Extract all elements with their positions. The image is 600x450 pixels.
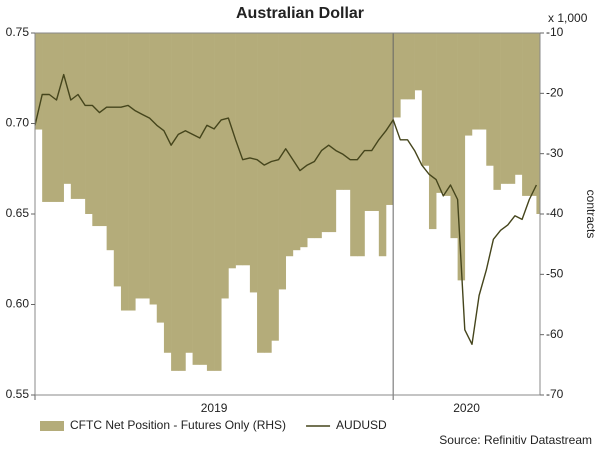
position-bar xyxy=(450,33,458,239)
y-tick-label: 0.75 xyxy=(6,25,30,39)
position-bar xyxy=(486,33,494,166)
y2-tick-label: -30 xyxy=(546,146,564,160)
y2-tick-label: -60 xyxy=(546,327,564,341)
position-bar xyxy=(421,33,430,166)
position-bar xyxy=(428,33,437,230)
position-bar xyxy=(500,33,509,184)
position-bar xyxy=(149,33,158,305)
position-bar xyxy=(278,33,287,290)
y2-tick-label: -10 xyxy=(546,25,564,39)
position-bar xyxy=(257,33,265,353)
position-bar xyxy=(464,33,473,136)
position-bar xyxy=(493,33,501,190)
position-bar xyxy=(171,33,179,371)
position-bar xyxy=(471,33,480,130)
position-bar xyxy=(128,33,136,311)
position-bar xyxy=(135,33,143,299)
position-bar xyxy=(307,33,315,239)
y-tick-label: 0.70 xyxy=(6,116,30,130)
position-bar xyxy=(49,33,57,202)
position-bar xyxy=(378,33,387,257)
position-bar xyxy=(192,33,201,365)
legend-label: CFTC Net Position - Futures Only (RHS) xyxy=(70,418,286,432)
position-bar xyxy=(414,33,423,91)
position-bar xyxy=(400,33,408,100)
position-bar xyxy=(529,33,537,196)
position-bar xyxy=(206,33,215,371)
position-bar xyxy=(436,33,444,193)
position-bar xyxy=(507,33,516,184)
position-bar xyxy=(292,33,301,251)
y-tick-label: 0.55 xyxy=(6,387,30,401)
position-bar xyxy=(371,33,380,211)
position-bar xyxy=(364,33,372,211)
y-tick-label: 0.65 xyxy=(6,206,30,220)
position-bar xyxy=(163,33,172,353)
y2-axis-label: contracts xyxy=(584,190,598,239)
position-bar xyxy=(85,33,93,214)
position-bar xyxy=(214,33,222,371)
position-bar xyxy=(199,33,208,365)
position-bar xyxy=(385,33,394,205)
y2-tick-label: -40 xyxy=(546,206,564,220)
y2-tick-label: -20 xyxy=(546,86,564,100)
position-bar xyxy=(249,33,258,293)
position-bar xyxy=(142,33,150,299)
position-bar xyxy=(42,33,50,202)
position-bar xyxy=(77,33,86,199)
position-bar xyxy=(328,33,337,233)
position-bar xyxy=(393,33,401,118)
position-bar xyxy=(357,33,365,257)
position-bar xyxy=(407,33,415,100)
position-bar xyxy=(514,33,523,175)
position-bar xyxy=(120,33,129,311)
position-bar xyxy=(479,33,487,130)
chart-title: Australian Dollar xyxy=(236,5,364,22)
source-note: Source: Refinitiv Datastream xyxy=(439,433,592,447)
y2-tick-label: -50 xyxy=(546,267,564,281)
position-bar xyxy=(271,33,279,341)
y2-unit: x 1,000 xyxy=(548,11,588,25)
position-bar xyxy=(350,33,358,257)
position-bar xyxy=(63,33,72,184)
position-bar xyxy=(113,33,122,287)
position-bar xyxy=(70,33,79,199)
position-bar xyxy=(321,33,329,233)
position-bar xyxy=(343,33,351,190)
position-bar xyxy=(300,33,308,248)
position-bar xyxy=(314,33,322,239)
position-bar xyxy=(56,33,64,202)
position-bar xyxy=(457,33,466,281)
position-bar xyxy=(99,33,107,227)
position-bar xyxy=(335,33,344,190)
position-bar xyxy=(536,33,541,214)
position-bar xyxy=(264,33,272,353)
position-bar xyxy=(221,33,229,299)
legend-swatch xyxy=(40,421,64,431)
y-tick-label: 0.60 xyxy=(6,297,30,311)
x-tick-label: 2019 xyxy=(201,401,228,415)
position-bar xyxy=(228,33,236,269)
legend-label: AUDUSD xyxy=(336,418,387,432)
position-bar xyxy=(92,33,100,227)
position-bar xyxy=(35,33,43,130)
y2-tick-label: -70 xyxy=(546,387,564,401)
position-bar xyxy=(443,33,451,196)
position-bar xyxy=(178,33,186,371)
position-bar xyxy=(156,33,165,323)
position-bar xyxy=(522,33,530,196)
position-bar xyxy=(185,33,193,353)
price-line xyxy=(34,73,538,345)
position-bar xyxy=(285,33,294,257)
position-bar xyxy=(242,33,251,266)
x-tick-label: 2020 xyxy=(453,401,480,415)
position-bar xyxy=(106,33,115,251)
